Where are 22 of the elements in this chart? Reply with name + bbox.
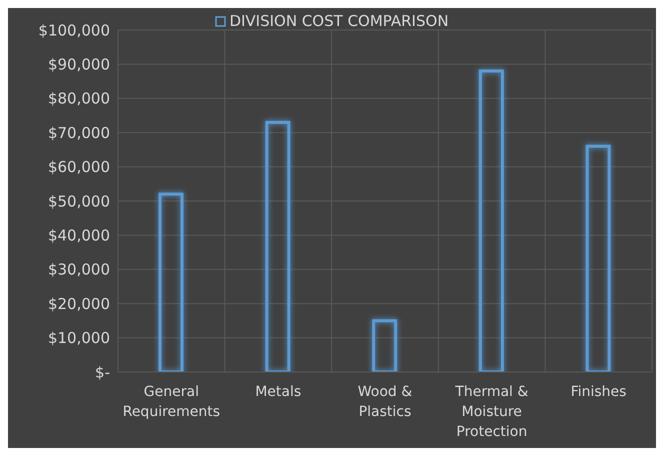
x-tick-label: Finishes [570, 384, 626, 400]
x-tick-label: Metals [255, 384, 302, 400]
y-tick-label: $40,000 [48, 226, 110, 245]
y-tick-label: $50,000 [48, 192, 110, 210]
y-tick-label: $100,000 [38, 21, 110, 40]
y-tick-label: $10,000 [48, 329, 110, 348]
bar [158, 192, 184, 372]
bar [372, 319, 398, 372]
y-tick-label: $60,000 [48, 158, 110, 176]
x-tick-label: General Requirements [122, 384, 220, 420]
bar [478, 70, 504, 372]
y-tick-label: $90,000 [48, 56, 110, 74]
bar [265, 120, 290, 372]
x-tick-label: Thermal & Moisture Protection [454, 384, 528, 440]
bar [586, 144, 611, 372]
y-tick-label: $- [95, 363, 110, 382]
y-tick-label: $80,000 [48, 90, 110, 108]
x-tick-label: Wood & Plastics [358, 384, 412, 420]
legend-label: DIVISION COST COMPARISON [228, 12, 449, 30]
y-tick-label: $70,000 [48, 124, 110, 142]
y-tick-label: $30,000 [48, 260, 110, 279]
y-tick-label: $20,000 [48, 294, 110, 313]
